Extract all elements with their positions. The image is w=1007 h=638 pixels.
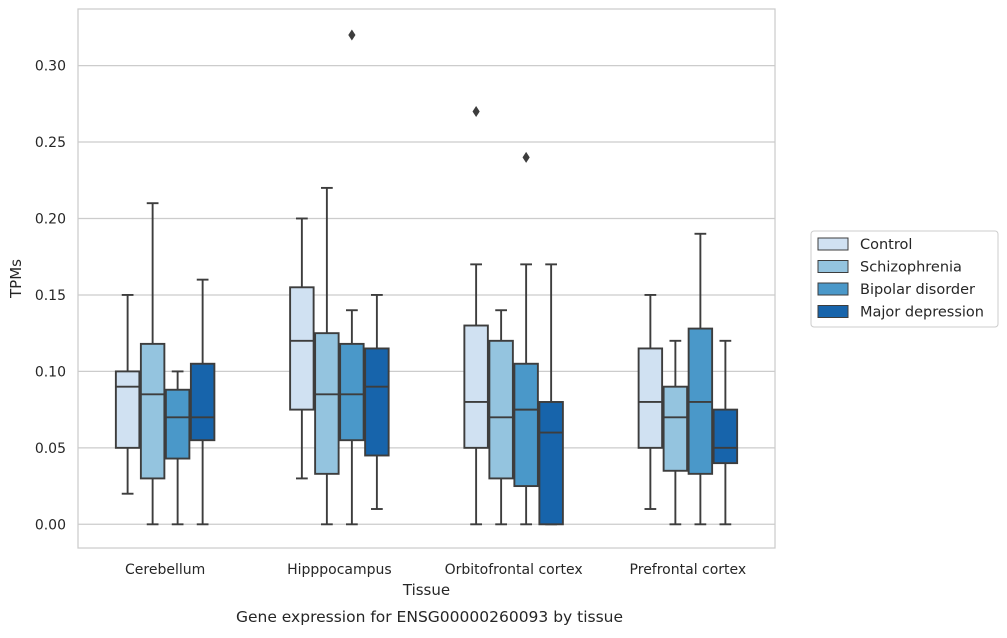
x-tick-label: Prefrontal cortex [630, 562, 747, 578]
box-body [662, 385, 689, 472]
chart-caption: Gene expression for ENSG00000260093 by t… [236, 608, 623, 626]
box-body [712, 408, 739, 465]
legend-items: Control Schizophrenia Bipolar disorder Majo… [817, 237, 984, 321]
box-layer [114, 29, 739, 526]
y-tick-label: 0.25 [35, 135, 66, 151]
y-axis-title: TPMs [7, 259, 25, 299]
legend-frame [810, 230, 999, 328]
legend-item: Schizophrenia [817, 260, 962, 276]
box-2-1 [488, 309, 514, 526]
legend-swatch [817, 237, 849, 251]
legend-swatch [817, 282, 849, 296]
x-tick-label: Orbitofrontal cortex [445, 562, 583, 578]
legend-item: Major depression [817, 305, 984, 321]
legend-swatch [817, 305, 849, 318]
box-2-2 [513, 151, 539, 526]
box-3-3 [712, 339, 739, 526]
legend-label: Major depression [860, 305, 984, 321]
x-tick-label: Hipppocampus [287, 562, 392, 578]
box-2-3 [538, 263, 564, 526]
box-3-2 [687, 232, 714, 526]
box-3-0 [637, 293, 664, 510]
y-tick-label: 0.10 [35, 364, 66, 380]
box-body [513, 362, 539, 488]
outlier-point [472, 105, 480, 117]
y-tick-label: 0.15 [35, 288, 66, 304]
box-body [139, 342, 166, 480]
outlier-point [348, 29, 356, 41]
box-1-2 [339, 29, 365, 526]
box-0-3 [189, 278, 216, 526]
legend-label: Bipolar disorder [860, 282, 975, 298]
box-0-1 [139, 202, 166, 526]
box-0-0 [114, 293, 141, 495]
box-body [189, 362, 216, 442]
legend-label: Schizophrenia [860, 260, 962, 276]
box-body [314, 332, 340, 475]
box-body [164, 388, 191, 460]
box-body [463, 324, 489, 449]
outlier-point [522, 151, 530, 163]
box-0-2 [164, 370, 191, 526]
box-body [114, 370, 141, 449]
box-2-0 [463, 105, 489, 526]
box-1-1 [314, 186, 340, 526]
box-1-3 [364, 293, 390, 510]
x-tick-label: Cerebellum [125, 562, 205, 578]
x-axis-title: Tissue [402, 581, 450, 599]
y-tick-label: 0.30 [35, 59, 66, 75]
plot-frame [77, 8, 776, 549]
legend-swatch [817, 260, 849, 273]
legend: Control Schizophrenia Bipolar disorder Majo… [810, 230, 999, 328]
box-body [289, 286, 315, 411]
legend-label: Control [860, 237, 912, 253]
box-body [488, 339, 514, 480]
box-body [339, 342, 365, 442]
box-body [637, 347, 664, 449]
y-tick-label: 0.00 [35, 517, 66, 533]
box-3-1 [662, 339, 689, 526]
box-body [538, 401, 564, 526]
y-tick-label: 0.05 [35, 441, 66, 457]
box-body [364, 347, 390, 457]
legend-item: Bipolar disorder [817, 282, 975, 298]
y-tick-label: 0.20 [35, 211, 66, 227]
y-tick-labels: 0.00 0.05 0.10 0.15 0.20 0.25 0.30 [35, 59, 66, 534]
legend-item: Control [817, 237, 912, 253]
box-1-0 [289, 217, 315, 480]
x-tick-labels: Cerebellum Hipppocampus Orbitofrontal cort… [125, 562, 746, 578]
